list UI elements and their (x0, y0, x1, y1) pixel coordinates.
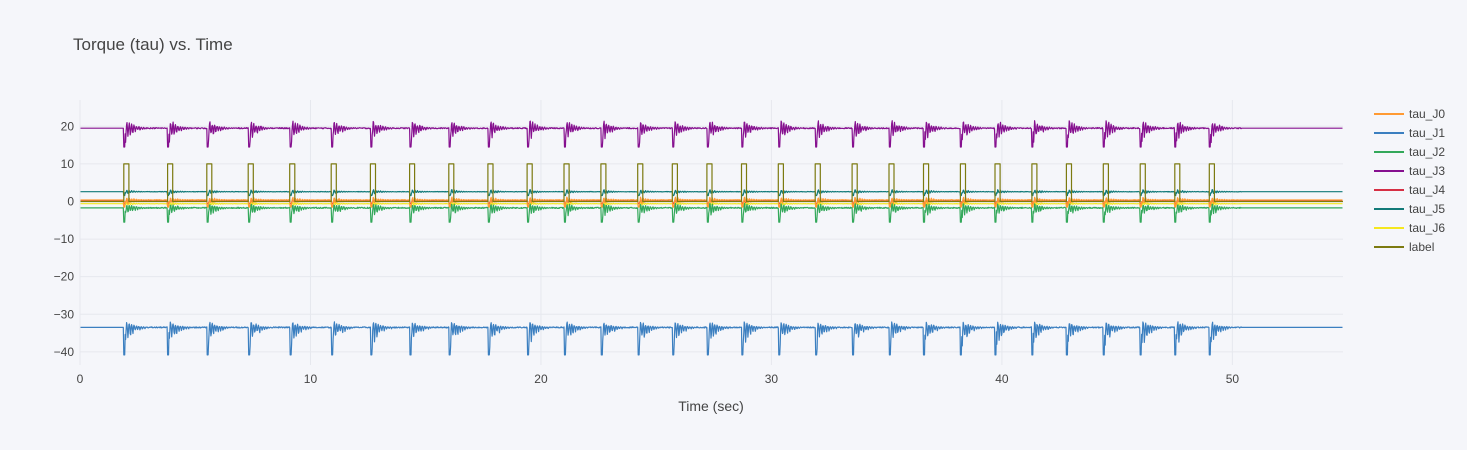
series-line-tau-j3 (79, 120, 1343, 148)
x-tick-label: 0 (77, 372, 84, 386)
legend-label: tau_J6 (1409, 221, 1445, 235)
y-tick-label: 0 (67, 194, 74, 208)
legend-item-label[interactable]: label (1374, 240, 1434, 254)
legend-label: label (1409, 240, 1434, 254)
legend[interactable]: tau_J0 tau_J1 tau_J2 tau_J3 tau_J4 tau_J5 tau_… (1374, 107, 1445, 254)
x-tick-label: 20 (534, 372, 548, 386)
series-line-tau-j5 (79, 189, 1343, 197)
series-line-tau-j1 (79, 321, 1343, 356)
x-tick-label: 40 (995, 372, 1009, 386)
x-tick-label: 30 (765, 372, 779, 386)
legend-label: tau_J3 (1409, 164, 1445, 178)
legend-label: tau_J2 (1409, 145, 1445, 159)
legend-label: tau_J1 (1409, 126, 1445, 140)
legend-item-tau-j5[interactable]: tau_J5 (1374, 202, 1445, 216)
legend-item-tau-j0[interactable]: tau_J0 (1374, 107, 1445, 121)
series-line-tau-j0 (79, 196, 1343, 208)
chart-title: Torque (tau) vs. Time (73, 35, 233, 54)
axes: −40 −30 −20 −10 0 10 20 0 10 20 30 40 50 (54, 100, 1240, 386)
x-tick-label: 10 (304, 372, 318, 386)
plot-area (79, 120, 1343, 356)
legend-item-tau-j3[interactable]: tau_J3 (1374, 164, 1445, 178)
y-tick-label: −30 (54, 307, 75, 321)
legend-label: tau_J0 (1409, 107, 1445, 121)
legend-item-tau-j1[interactable]: tau_J1 (1374, 126, 1445, 140)
y-tick-label: −20 (54, 270, 75, 284)
series-line-label (80, 163, 1343, 203)
x-axis-title: Time (sec) (678, 398, 744, 414)
legend-label: tau_J4 (1409, 183, 1445, 197)
legend-label: tau_J5 (1409, 202, 1445, 216)
y-tick-label: −40 (54, 345, 75, 359)
legend-item-tau-j4[interactable]: tau_J4 (1374, 183, 1445, 197)
y-tick-label: 20 (61, 119, 75, 133)
legend-item-tau-j6[interactable]: tau_J6 (1374, 221, 1445, 235)
legend-item-tau-j2[interactable]: tau_J2 (1374, 145, 1445, 159)
y-tick-label: −10 (54, 232, 75, 246)
y-tick-label: 10 (61, 157, 75, 171)
series-line-tau-j2 (79, 202, 1343, 223)
x-tick-label: 50 (1226, 372, 1240, 386)
